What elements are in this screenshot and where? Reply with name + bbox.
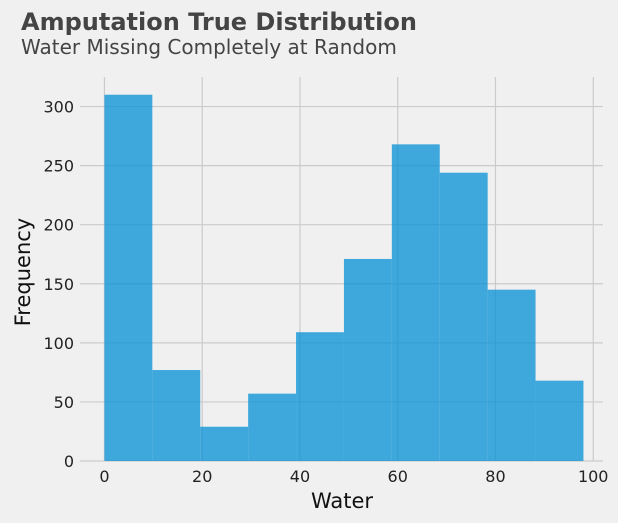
- x-tick-label: 80: [485, 467, 505, 486]
- histogram-bar: [104, 94, 153, 461]
- histogram-bar: [439, 172, 488, 461]
- y-tick-label: 150: [43, 275, 74, 294]
- y-tick-label: 100: [43, 334, 74, 353]
- x-axis-label: Water: [311, 489, 373, 513]
- chart-subtitle: Water Missing Completely at Random: [21, 35, 397, 59]
- bars: [104, 94, 584, 461]
- y-tick-label: 250: [43, 157, 74, 176]
- histogram-bar: [487, 289, 536, 461]
- x-tick-label: 100: [578, 467, 609, 486]
- histogram-bar: [200, 426, 249, 461]
- tick-labels: 0 20 40 60 80 100 0 50 100 150 200 250 300: [43, 98, 608, 486]
- y-tick-label: 300: [43, 98, 74, 117]
- x-tick-label: 60: [388, 467, 408, 486]
- y-tick-label: 50: [54, 393, 74, 412]
- histogram-bar: [152, 370, 201, 461]
- y-tick-label: 200: [43, 216, 74, 235]
- x-tick-label: 0: [99, 467, 109, 486]
- histogram-bar: [296, 332, 344, 461]
- histogram-bar: [248, 393, 297, 461]
- x-tick-label: 20: [192, 467, 212, 486]
- histogram-bar: [391, 144, 440, 461]
- y-axis-label: Frequency: [11, 218, 35, 327]
- y-tick-label: 0: [64, 452, 74, 471]
- x-tick-label: 40: [290, 467, 310, 486]
- histogram-bar: [343, 258, 392, 461]
- histogram-bar: [535, 380, 584, 461]
- chart-title: Amputation True Distribution: [21, 8, 417, 36]
